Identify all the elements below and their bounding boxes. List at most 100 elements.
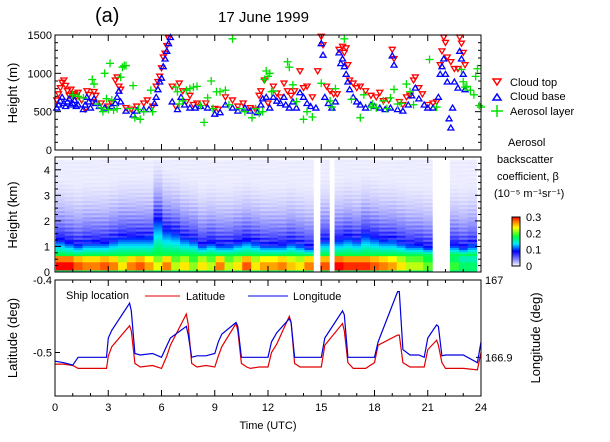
heatmap-cell <box>126 186 137 189</box>
heatmap-cell <box>414 235 424 238</box>
heatmap-cell <box>286 220 297 224</box>
heatmap-cell <box>334 231 344 234</box>
heatmap-cell <box>242 229 252 232</box>
heatmap-cell <box>414 161 424 165</box>
heatmap-cell <box>268 267 279 271</box>
heatmap-cell <box>126 184 137 187</box>
heatmap-cell <box>251 214 261 218</box>
heatmap-cell <box>370 200 380 203</box>
heatmap-cell <box>109 159 119 163</box>
heatmap-cell <box>387 171 398 175</box>
heatmap-cell <box>260 212 270 216</box>
heatmap-cell <box>449 241 460 244</box>
heatmap-cell <box>233 212 243 216</box>
heatmap-cell <box>109 169 119 173</box>
heatmap-cell <box>91 206 101 210</box>
heatmap-cell <box>352 222 362 226</box>
heatmap-cell <box>304 243 314 246</box>
heatmap-cell <box>467 237 478 240</box>
heatmap-cell <box>414 186 424 189</box>
heatmap-cell <box>180 177 190 181</box>
heatmap-cell <box>467 259 478 263</box>
heatmap-cell <box>224 163 234 167</box>
heatmap-cell <box>189 169 199 173</box>
heatmap-cell <box>343 229 353 232</box>
heatmap-cell <box>144 224 155 228</box>
heatmap-cell <box>458 231 469 234</box>
heatmap-cell <box>260 224 270 228</box>
heatmap-cell <box>180 239 190 242</box>
heatmap-cell <box>118 173 128 177</box>
heatmap-cell <box>162 249 172 253</box>
heatmap-cell <box>320 167 330 171</box>
heatmap-cell <box>251 182 261 185</box>
heatmap-cell <box>162 261 172 265</box>
cloud-base-point <box>457 54 466 62</box>
heatmap-cell <box>396 227 407 230</box>
heatmap-cell <box>144 204 155 208</box>
heatmap-cell <box>320 235 330 238</box>
heatmap-cell <box>277 241 288 244</box>
heatmap-cell <box>126 165 137 169</box>
heatmap-cell <box>171 245 181 248</box>
heatmap-cell <box>370 245 380 248</box>
heatmap-cell <box>260 265 270 269</box>
heatmap-cell <box>268 167 279 171</box>
heatmap-cell <box>197 253 208 257</box>
heatmap-cell <box>449 210 460 214</box>
heatmap-cell <box>423 200 433 203</box>
heatmap-cell <box>251 265 261 269</box>
ship-legend-title: Ship location <box>66 290 129 302</box>
heatmap-cell <box>334 180 344 183</box>
heatmap-cell <box>126 198 137 201</box>
heatmap-cell <box>361 171 371 175</box>
heatmap-cell <box>118 208 128 212</box>
heatmap-cell <box>260 247 270 251</box>
heatmap-cell <box>73 173 84 177</box>
heatmap-cell <box>343 208 353 212</box>
heatmap-cell <box>458 192 469 195</box>
heatmap-cell <box>126 247 137 251</box>
aerosol-layer-point <box>74 92 83 101</box>
heatmap-cell <box>109 163 119 167</box>
heatmap-cell <box>352 241 362 244</box>
heatmap-cell <box>206 239 217 242</box>
heatmap-cell <box>414 180 424 183</box>
heatmap-cell <box>458 210 469 214</box>
heatmap-cell <box>378 216 389 220</box>
cloud-base-point <box>317 39 326 47</box>
heatmap-cell <box>286 224 297 228</box>
aerosol-layer-point <box>248 113 257 122</box>
heatmap-cell <box>467 229 478 232</box>
heatmap-cell <box>224 227 234 230</box>
heatmap-cell <box>100 175 110 179</box>
heatmap-cell <box>55 229 66 232</box>
heatmap-column <box>352 159 362 273</box>
heatmap-cell <box>73 192 84 195</box>
aerosol-layer-point <box>462 82 471 91</box>
heatmap-cell <box>224 257 234 261</box>
heatmap-cell <box>55 269 66 273</box>
heatmap-cell <box>242 222 252 226</box>
heatmap-cell <box>126 257 137 261</box>
heatmap-cell <box>126 269 137 273</box>
heatmap-cell <box>55 173 66 177</box>
cloud-top-point <box>89 88 99 96</box>
heatmap-cell <box>370 202 380 206</box>
heatmap-cell <box>91 257 101 261</box>
heatmap-cell <box>414 269 424 273</box>
heatmap-cell <box>251 251 261 255</box>
heatmap-cell <box>64 192 75 195</box>
heatmap-cell <box>224 224 234 228</box>
heatmap-cell <box>162 257 172 261</box>
heatmap-cell <box>189 171 199 175</box>
heatmap-column <box>171 159 181 273</box>
heatmap-cell <box>126 218 137 222</box>
heatmap-cell <box>387 255 398 259</box>
heatmap-cell <box>233 206 243 210</box>
heatmap-cell <box>361 245 371 248</box>
heatmap-cell <box>118 212 128 216</box>
heatmap-cell <box>215 243 226 246</box>
heatmap-cell <box>224 267 234 271</box>
heatmap-cell <box>467 255 478 259</box>
